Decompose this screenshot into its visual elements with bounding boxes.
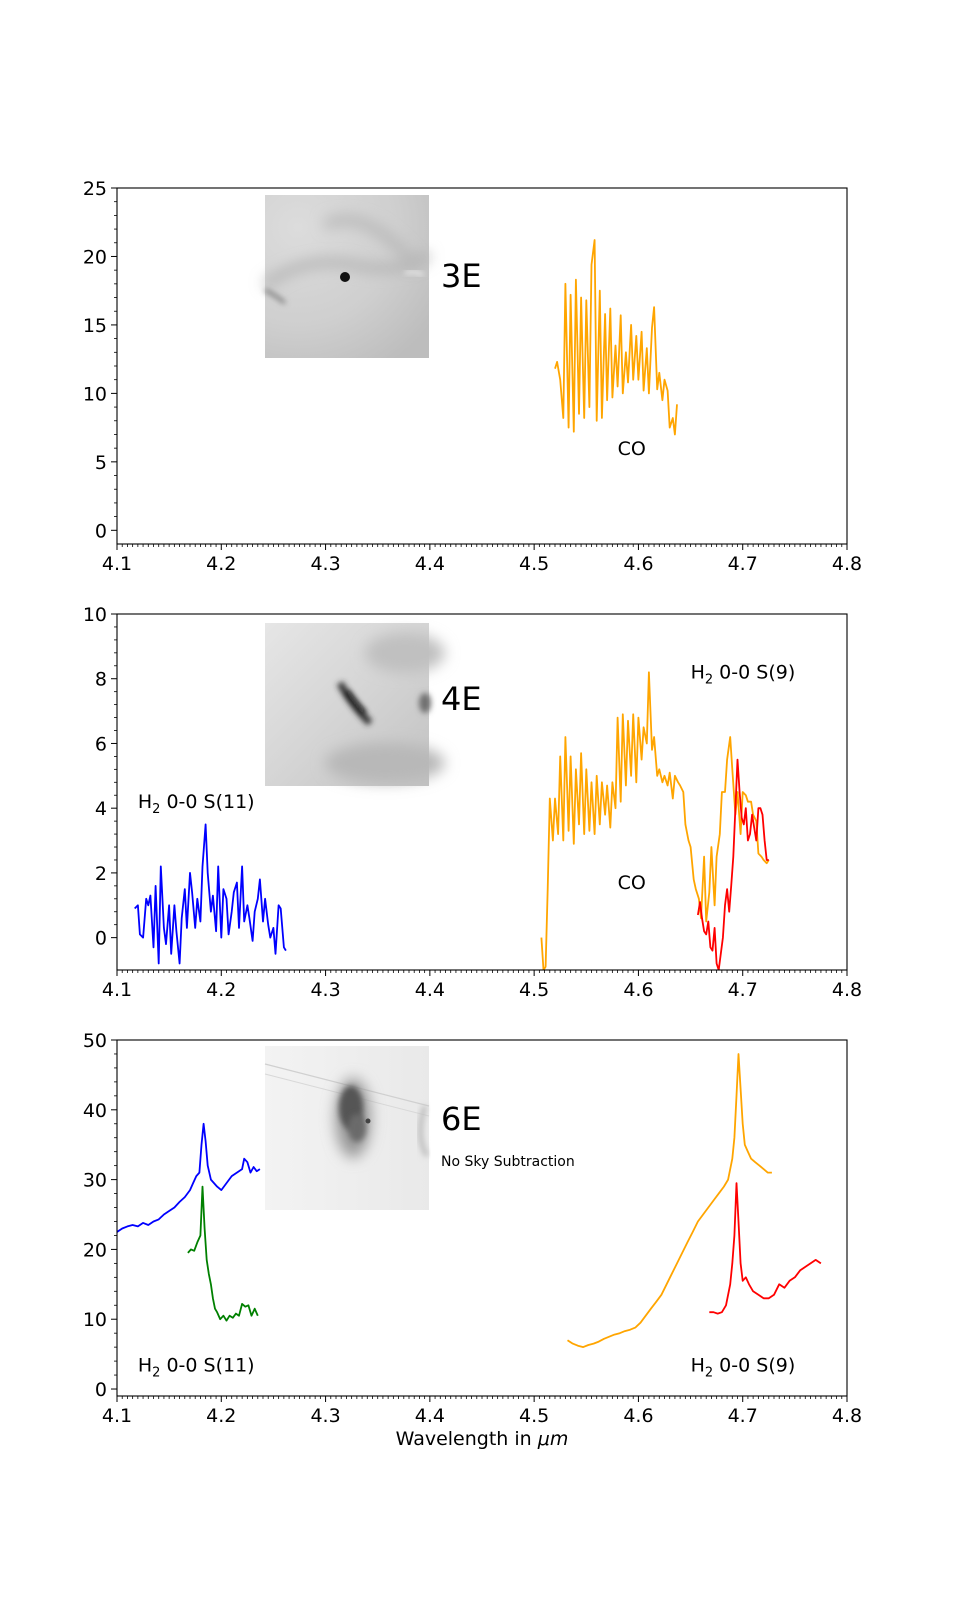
x-tick-label: 4.5	[519, 1405, 549, 1427]
y-tick-label: 0	[95, 1379, 107, 1401]
panel-label: 3E	[441, 257, 482, 295]
series-group	[117, 1053, 822, 1348]
y-tick-label: 30	[83, 1170, 107, 1192]
series-line-blue	[117, 1122, 261, 1233]
panel-6e: 4.1 4.2 4.3 4.4 4.5 4.6 4.7 4.8 0 10 20 30 40 50 6E No …	[83, 1030, 862, 1427]
x-tick-label: 4.2	[206, 1405, 236, 1427]
plot-area-4e: 4.1 4.2 4.3 4.4 4.5 4.6 4.7 4.8 0 2 4 6 8 10 4E H2 0-0 …	[83, 604, 862, 1001]
y-tick-label: 25	[83, 178, 107, 200]
x-axis-label: Wavelength in μm	[396, 1428, 569, 1450]
x-tick-label: 4.5	[519, 979, 549, 1001]
x-tick-label: 4.7	[728, 553, 758, 575]
inset-image-6e	[264, 1046, 430, 1210]
series-line-blue	[134, 823, 287, 965]
y-tick-label: 40	[83, 1100, 107, 1122]
x-tick-label: 4.6	[623, 1405, 653, 1427]
y-tick-label: 6	[95, 733, 107, 755]
panel-label: 4E	[441, 680, 482, 718]
x-tick-label: 4.4	[415, 1405, 445, 1427]
panel-label: 6E	[441, 1100, 482, 1138]
series-line-green	[187, 1185, 259, 1322]
x-tick-label: 4.6	[623, 979, 653, 1001]
annotation-s9: H2 0-0 S(9)	[691, 1355, 796, 1381]
panel-4e: 4.1 4.2 4.3 4.4 4.5 4.6 4.7 4.8 0 2 4 6 8 10 4E H2 0-0 …	[83, 604, 862, 1001]
x-tick-label: 4.8	[832, 979, 862, 1001]
annotation-s9: H2 0-0 S(9)	[691, 662, 796, 688]
series-group	[134, 671, 770, 970]
x-tick-label: 4.3	[310, 979, 340, 1001]
x-tick-label: 4.1	[102, 553, 132, 575]
y-tick-label: 5	[95, 452, 107, 474]
y-tick-label: 15	[83, 315, 107, 337]
series-line-red	[709, 1182, 822, 1315]
series-line-red	[697, 758, 769, 970]
series-line-orange	[567, 1053, 772, 1348]
x-tick-label: 4.8	[832, 553, 862, 575]
y-tick-label: 4	[95, 798, 107, 820]
y-tick-label: 0	[95, 520, 107, 542]
annotation-s11: H2 0-0 S(11)	[138, 1355, 255, 1381]
x-tick-label: 4.4	[415, 979, 445, 1001]
x-tick-label: 4.4	[415, 553, 445, 575]
y-tick-label: 0	[95, 928, 107, 950]
y-tick-label: 8	[95, 669, 107, 691]
plot-frame	[116, 187, 848, 545]
x-tick-label: 4.6	[623, 553, 653, 575]
x-tick-label: 4.1	[102, 979, 132, 1001]
y-tick-label: 20	[83, 1239, 107, 1261]
series-group	[554, 239, 678, 436]
x-tick-label: 4.8	[832, 1405, 862, 1427]
series-line-orange	[554, 239, 678, 436]
x-tick-label: 4.7	[728, 1405, 758, 1427]
y-tick-label: 10	[83, 604, 107, 626]
annotation-co: CO	[618, 872, 646, 894]
y-tick-label: 20	[83, 246, 107, 268]
series-line-orange	[540, 671, 770, 970]
x-tick-label: 4.5	[519, 553, 549, 575]
inset-image-4e	[265, 623, 445, 786]
x-tick-label: 4.2	[206, 979, 236, 1001]
panel-3e: 4.1 4.2 4.3 4.4 4.5 4.6 4.7 4.8 0 5 10 15 20 25 3E CO	[83, 178, 862, 575]
inset-image-3e	[262, 195, 432, 358]
y-tick-label: 2	[95, 863, 107, 885]
annotation-s11: H2 0-0 S(11)	[138, 791, 255, 817]
panel-note: No Sky Subtraction	[441, 1154, 575, 1170]
x-tick-label: 4.3	[310, 553, 340, 575]
y-tick-label: 50	[83, 1030, 107, 1052]
y-tick-label: 10	[83, 1309, 107, 1331]
y-tick-label: 10	[83, 383, 107, 405]
x-tick-label: 4.3	[310, 1405, 340, 1427]
x-tick-label: 4.1	[102, 1405, 132, 1427]
plot-area-6e: 4.1 4.2 4.3 4.4 4.5 4.6 4.7 4.8 0 10 20 30 40 50 6E No …	[83, 1030, 862, 1427]
annotation-co: CO	[618, 438, 646, 460]
x-tick-label: 4.7	[728, 979, 758, 1001]
x-tick-label: 4.2	[206, 553, 236, 575]
plot-area-3e: 4.1 4.2 4.3 4.4 4.5 4.6 4.7 4.8 0 5 10 15 20 25 3E CO	[83, 178, 862, 575]
